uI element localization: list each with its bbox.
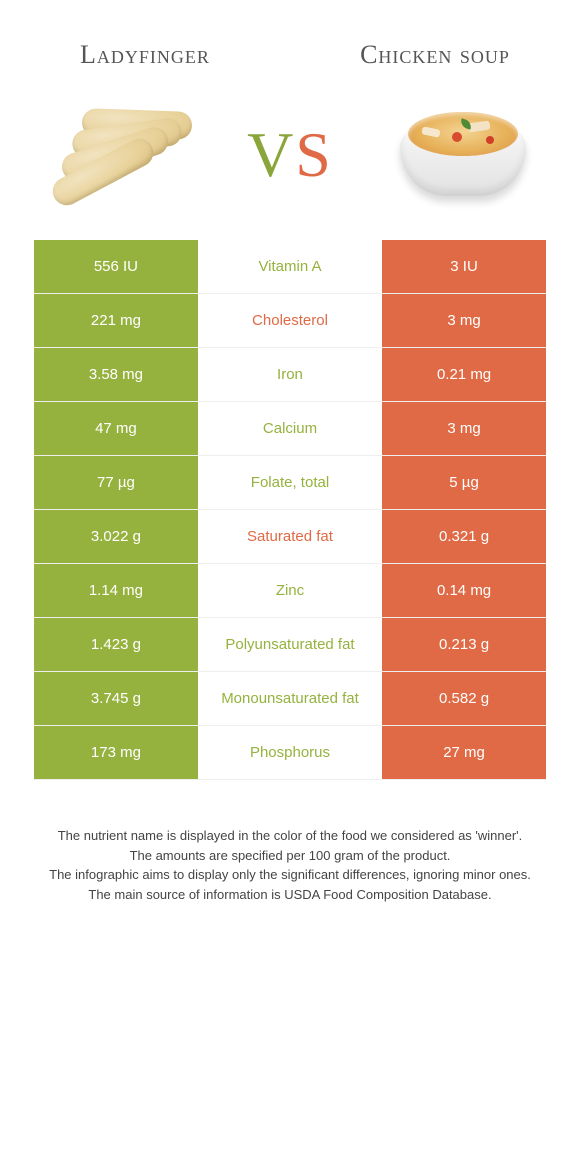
footer-notes: The nutrient name is displayed in the co… [0, 780, 580, 904]
soup-bowl-icon [388, 100, 538, 210]
table-row: 3.745 gMonounsaturated fat0.582 g [34, 672, 546, 726]
right-value: 27 mg [382, 726, 546, 780]
nutrient-name: Zinc [198, 564, 382, 618]
hero-row: VS [0, 90, 580, 240]
left-value: 173 mg [34, 726, 198, 780]
nutrient-name: Vitamin A [198, 240, 382, 294]
vs-s: S [295, 119, 333, 190]
left-value: 77 µg [34, 456, 198, 510]
left-value: 1.14 mg [34, 564, 198, 618]
footer-line: The nutrient name is displayed in the co… [38, 826, 542, 846]
right-value: 3 mg [382, 402, 546, 456]
nutrient-name: Polyunsaturated fat [198, 618, 382, 672]
right-value: 0.21 mg [382, 348, 546, 402]
left-value: 1.423 g [34, 618, 198, 672]
right-value: 0.582 g [382, 672, 546, 726]
vs-label: VS [207, 118, 373, 192]
right-value: 3 IU [382, 240, 546, 294]
table-row: 47 mgCalcium3 mg [34, 402, 546, 456]
right-value: 5 µg [382, 456, 546, 510]
left-value: 221 mg [34, 294, 198, 348]
left-value: 3.745 g [34, 672, 198, 726]
right-food-title: Chicken soup [330, 41, 540, 70]
nutrient-name: Iron [198, 348, 382, 402]
nutrient-name: Monounsaturated fat [198, 672, 382, 726]
table-row: 556 IUVitamin A3 IU [34, 240, 546, 294]
table-row: 77 µgFolate, total5 µg [34, 456, 546, 510]
left-value: 556 IU [34, 240, 198, 294]
nutrient-table: 556 IUVitamin A3 IU221 mgCholesterol3 mg… [34, 240, 546, 780]
nutrient-name: Saturated fat [198, 510, 382, 564]
nutrient-name: Cholesterol [198, 294, 382, 348]
table-row: 173 mgPhosphorus27 mg [34, 726, 546, 780]
table-row: 3.022 gSaturated fat0.321 g [34, 510, 546, 564]
left-value: 3.58 mg [34, 348, 198, 402]
vs-v: V [247, 119, 295, 190]
table-row: 221 mgCholesterol3 mg [34, 294, 546, 348]
nutrient-name: Folate, total [198, 456, 382, 510]
table-row: 3.58 mgIron0.21 mg [34, 348, 546, 402]
right-value: 0.14 mg [382, 564, 546, 618]
right-value: 3 mg [382, 294, 546, 348]
left-value: 3.022 g [34, 510, 198, 564]
table-row: 1.423 gPolyunsaturated fat0.213 g [34, 618, 546, 672]
table-row: 1.14 mgZinc0.14 mg [34, 564, 546, 618]
footer-line: The amounts are specified per 100 gram o… [38, 846, 542, 866]
right-food-image [380, 100, 546, 210]
footer-line: The main source of information is USDA F… [38, 885, 542, 905]
left-value: 47 mg [34, 402, 198, 456]
left-food-title: Ladyfinger [40, 40, 250, 70]
right-value: 0.321 g [382, 510, 546, 564]
left-food-image [33, 100, 199, 210]
header: Ladyfinger Chicken soup [0, 0, 580, 90]
ladyfinger-icon [42, 100, 192, 210]
footer-line: The infographic aims to display only the… [38, 865, 542, 885]
nutrient-name: Phosphorus [198, 726, 382, 780]
right-value: 0.213 g [382, 618, 546, 672]
nutrient-name: Calcium [198, 402, 382, 456]
